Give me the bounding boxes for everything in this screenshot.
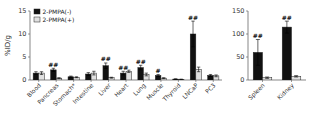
y-tick-label: 150 bbox=[232, 7, 244, 15]
y-tick-label: 50 bbox=[236, 53, 244, 61]
legend-swatch bbox=[34, 17, 40, 22]
error-bar bbox=[156, 74, 159, 76]
bar bbox=[68, 77, 74, 80]
x-tick bbox=[143, 80, 144, 82]
error-bar bbox=[52, 68, 55, 71]
x-tick-label: Kidney bbox=[276, 81, 296, 101]
y-tick-label: 100 bbox=[232, 30, 244, 38]
significance-marker: # bbox=[156, 67, 161, 74]
x-tick bbox=[213, 80, 214, 82]
significance-marker: ## bbox=[48, 61, 58, 68]
error-bar bbox=[145, 73, 148, 76]
y-tick-label: 10 bbox=[18, 30, 26, 38]
y-tick-label: 0 bbox=[22, 76, 26, 84]
error-bar bbox=[34, 72, 37, 75]
x-tick bbox=[126, 80, 127, 82]
bar bbox=[74, 77, 80, 80]
x-tick-label: Intestine bbox=[71, 81, 95, 105]
significance-marker: ## bbox=[101, 55, 111, 62]
legend-label: 2-PMPA(+) bbox=[43, 16, 75, 23]
error-bar bbox=[139, 65, 142, 70]
error-bar bbox=[87, 73, 90, 76]
x-tick bbox=[262, 80, 263, 82]
y-axis bbox=[30, 11, 31, 80]
significance-marker: ## bbox=[188, 14, 198, 21]
error-bar bbox=[214, 75, 217, 77]
bar bbox=[213, 76, 219, 80]
bar bbox=[282, 27, 291, 80]
bar bbox=[208, 75, 214, 80]
error-bar bbox=[191, 21, 194, 47]
y-tick-label: 5 bbox=[22, 53, 26, 61]
x-tick bbox=[56, 80, 57, 82]
error-bar bbox=[294, 76, 298, 77]
error-bar bbox=[104, 63, 107, 69]
significance-marker: ## bbox=[118, 64, 128, 71]
error-bar bbox=[122, 71, 125, 75]
x-tick bbox=[160, 80, 161, 82]
error-bar bbox=[75, 76, 78, 78]
legend-label: 2-PMPA(-) bbox=[43, 8, 72, 15]
bar bbox=[173, 79, 179, 80]
x-tick-label: PC3 bbox=[204, 81, 217, 94]
error-bar bbox=[110, 77, 113, 79]
error-bar bbox=[265, 77, 269, 78]
error-bar bbox=[162, 77, 165, 79]
error-bar bbox=[179, 79, 182, 80]
panel: 051015%ID/gBloodPancreasStomach*Intestin… bbox=[4, 7, 222, 107]
bar bbox=[109, 78, 115, 80]
bar bbox=[178, 79, 184, 80]
legend-swatch bbox=[34, 9, 40, 14]
error-bar bbox=[256, 40, 260, 66]
error-bar bbox=[69, 76, 72, 77]
x-tick-label: Spleen bbox=[247, 81, 267, 101]
significance-marker: ## bbox=[253, 32, 263, 39]
error-bar bbox=[92, 71, 95, 75]
bar bbox=[263, 78, 272, 80]
bar bbox=[161, 78, 167, 80]
error-bar bbox=[197, 67, 200, 72]
y-tick-label: 0 bbox=[240, 76, 244, 84]
x-tick-label: Heart bbox=[113, 81, 130, 98]
error-bar bbox=[209, 74, 212, 76]
y-tick-label: 15 bbox=[18, 7, 26, 15]
error-bar bbox=[40, 72, 43, 75]
bar bbox=[155, 75, 161, 80]
significance-marker: ## bbox=[136, 58, 146, 65]
x-tick bbox=[91, 80, 92, 82]
x-tick bbox=[73, 80, 74, 82]
x-tick bbox=[38, 80, 39, 82]
annotations: ## ## bbox=[253, 14, 292, 39]
marks bbox=[253, 21, 301, 80]
error-bar bbox=[285, 21, 289, 33]
bar bbox=[56, 78, 62, 80]
error-bar bbox=[174, 78, 177, 79]
y-axis-label: %ID/g bbox=[4, 35, 12, 56]
legend: 2-PMPA(-)2-PMPA(+) bbox=[34, 8, 74, 23]
x-tick-label: Liver bbox=[97, 81, 113, 97]
panel: 0 50 100 150 Spleen Kidney ## ## bbox=[232, 7, 306, 102]
significance-marker: ## bbox=[282, 14, 292, 21]
x-tick-label: Thyroid bbox=[160, 81, 182, 103]
x-tick bbox=[108, 80, 109, 82]
y-axis bbox=[248, 11, 249, 80]
x-tick bbox=[195, 80, 196, 82]
x-tick-label: LNCaP bbox=[181, 81, 200, 100]
bar bbox=[292, 76, 301, 80]
error-bar bbox=[57, 77, 60, 79]
x-tick bbox=[178, 80, 179, 82]
chart: 051015%ID/gBloodPancreasStomach*Intestin… bbox=[0, 0, 312, 126]
x-tick bbox=[291, 80, 292, 82]
marks bbox=[33, 21, 219, 80]
